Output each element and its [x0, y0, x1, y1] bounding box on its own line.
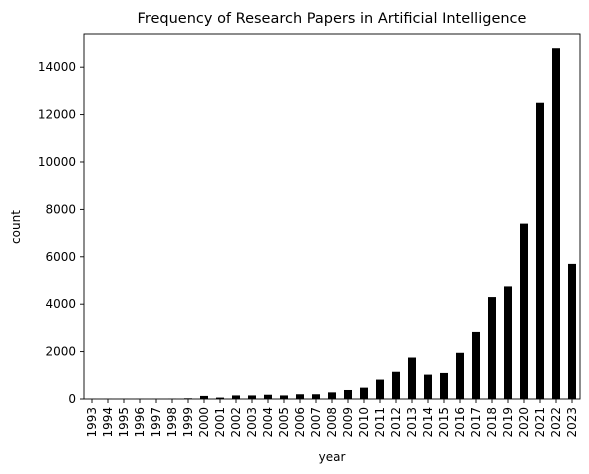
bar-2020: [520, 223, 528, 399]
x-tick-label: 1994: [101, 407, 115, 438]
x-tick-label: 1998: [165, 407, 179, 438]
x-tick-label: 2009: [341, 407, 355, 438]
y-tick-label: 2000: [45, 345, 76, 359]
x-tick-label: 2005: [277, 407, 291, 438]
bar-2016: [456, 352, 464, 399]
x-tick-label: 2000: [197, 407, 211, 438]
x-tick-label: 1993: [85, 407, 99, 438]
x-tick-label: 2001: [213, 407, 227, 438]
x-tick-label: 2014: [421, 407, 435, 438]
x-tick-label: 2015: [437, 407, 451, 438]
bar-2006: [296, 394, 304, 399]
x-tick-label: 2018: [485, 407, 499, 438]
bar-2022: [552, 48, 560, 399]
bar-2012: [392, 371, 400, 399]
x-tick-label: 2021: [533, 407, 547, 438]
x-axis-label: year: [319, 450, 346, 464]
y-tick-label: 6000: [45, 250, 76, 264]
plot-area: 0 2000 4000 6000 8000 10000 12000 14000 1993 1994…: [38, 33, 581, 438]
x-tick-label: 2019: [501, 407, 515, 438]
x-tick-label: 2020: [517, 407, 531, 438]
x-tick-label: 1999: [181, 407, 195, 438]
x-tick-label: 2003: [245, 407, 259, 438]
bar-2009: [344, 389, 352, 399]
x-tick-label: 2007: [309, 407, 323, 438]
bar-2008: [328, 392, 336, 399]
y-axis-label: count: [9, 210, 23, 244]
bar-2004: [264, 394, 272, 399]
y-tick-label: 0: [68, 392, 76, 406]
bar-2002: [232, 395, 240, 399]
bar-2001: [216, 397, 224, 399]
bar-2018: [488, 297, 496, 399]
bar-2019: [504, 286, 512, 399]
x-tick-label: 2006: [293, 407, 307, 438]
x-tick-label: 2011: [373, 407, 387, 438]
x-tick-label: 2017: [469, 407, 483, 438]
x-tick-label: 2008: [325, 407, 339, 438]
bar-2014: [424, 374, 432, 399]
bar-2015: [440, 372, 448, 399]
bar-2023: [568, 263, 576, 399]
x-tick-label: 2016: [453, 407, 467, 438]
x-tick-label: 2022: [549, 407, 563, 438]
chart-title: Frequency of Research Papers in Artifici…: [138, 11, 527, 27]
x-tick-label: 1996: [133, 407, 147, 438]
y-tick-label: 12000: [38, 108, 76, 122]
x-tick-label: 1997: [149, 407, 163, 438]
x-tick-label: 2012: [389, 407, 403, 438]
bar-2000: [200, 395, 208, 399]
bar-2010: [360, 387, 368, 399]
x-tick-label: 2013: [405, 407, 419, 438]
x-tick-label: 2010: [357, 407, 371, 438]
y-tick-label: 4000: [45, 297, 76, 311]
x-tick-label: 2002: [229, 407, 243, 438]
x-tick-label: 2023: [565, 407, 579, 438]
bar-2003: [248, 395, 256, 399]
y-tick-label: 10000: [38, 155, 76, 169]
bar-2007: [312, 394, 320, 399]
x-tick-label: 2004: [261, 407, 275, 438]
bar-2005: [280, 395, 288, 399]
bar-2013: [408, 357, 416, 399]
bar-2017: [472, 331, 480, 399]
x-tick-label: 1995: [117, 407, 131, 438]
bar-2021: [536, 102, 544, 399]
y-tick-label: 14000: [38, 60, 76, 74]
y-tick-label: 8000: [45, 202, 76, 216]
bar-2011: [376, 379, 384, 399]
